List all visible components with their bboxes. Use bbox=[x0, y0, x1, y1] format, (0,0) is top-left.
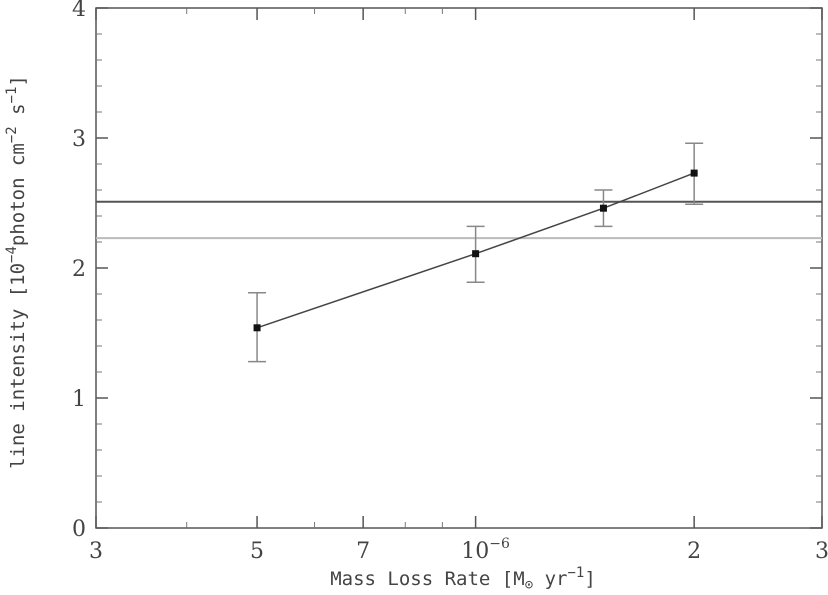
plot-frame bbox=[95, 7, 823, 529]
x-axis-title-sup: −1 bbox=[567, 565, 584, 581]
x-axis-title: Mass Loss Rate [M⊙ yr−1] bbox=[330, 565, 596, 593]
x-tick-label: 3 bbox=[815, 539, 828, 564]
series-line bbox=[256, 172, 695, 329]
y-axis-title-post: ] bbox=[7, 75, 29, 86]
y-axis-title-pre: line intensity [10 bbox=[7, 263, 29, 469]
y-axis-title-mid2: s bbox=[7, 103, 29, 126]
x-axis-title-post: ] bbox=[584, 568, 595, 590]
y-tick-label: 2 bbox=[72, 257, 86, 282]
data-series bbox=[248, 142, 704, 363]
y-axis-title: line intensity [10−4photon cm−2 s−1] bbox=[4, 75, 29, 469]
x-tick-label: 5 bbox=[250, 539, 264, 564]
y-tick-label: 1 bbox=[72, 387, 86, 412]
y-axis-title-sup2: −2 bbox=[4, 126, 20, 143]
axis-ticks: 0 1 2 3 4 3 5 7 10−6 2 3 bbox=[72, 0, 828, 564]
x-axis-title-sub: ⊙ bbox=[525, 577, 534, 593]
x-tick-label: 10−6 bbox=[461, 536, 510, 564]
data-point bbox=[253, 324, 261, 332]
y-tick-label: 3 bbox=[72, 127, 86, 152]
x-tick-label: 3 bbox=[89, 539, 103, 564]
reference-lines bbox=[96, 200, 822, 240]
x-axis-title-pre: Mass Loss Rate [M bbox=[330, 568, 524, 590]
y-axis-title-sup3: −1 bbox=[4, 87, 20, 104]
y-tick-label: 4 bbox=[72, 0, 86, 22]
x-axis-title-mid: yr bbox=[533, 568, 567, 590]
y-tick-label: 0 bbox=[72, 517, 86, 542]
data-point bbox=[690, 169, 698, 177]
y-axis-title-sup1: −4 bbox=[4, 246, 20, 263]
x-tick-label: 2 bbox=[687, 539, 701, 564]
x-tick-label: 7 bbox=[356, 539, 370, 564]
data-point bbox=[472, 250, 480, 258]
data-point bbox=[599, 204, 607, 212]
y-axis-title-mid1: photon cm bbox=[7, 143, 29, 246]
